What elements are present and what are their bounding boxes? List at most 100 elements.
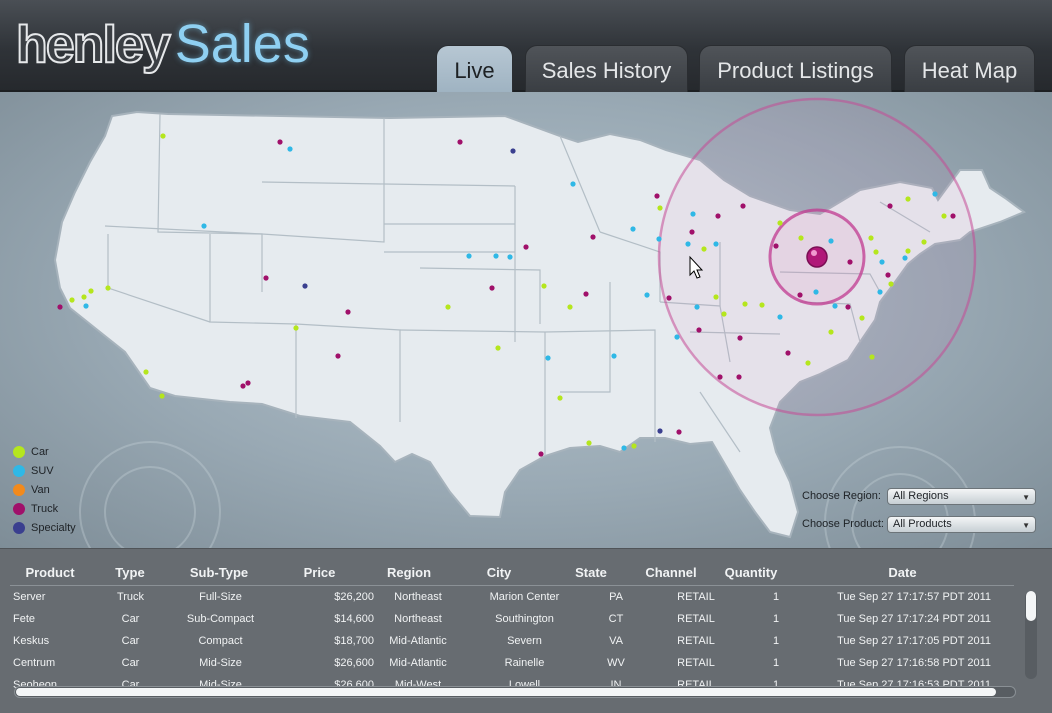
- sale-marker: [557, 395, 563, 401]
- sale-marker: [621, 445, 627, 451]
- live-sales-table: Product Type Sub-Type Price Region City …: [0, 548, 1052, 713]
- cell-quantity: 1: [772, 657, 780, 669]
- legend-item-car: Car: [13, 442, 76, 461]
- product-filter: Choose Product: All Products ▼: [802, 515, 1036, 533]
- cell-region: Northeast: [394, 613, 442, 625]
- cell-channel: RETAIL: [677, 635, 715, 647]
- sales-map-panel: Car SUV Van Truck Specialty Choose Regio…: [0, 92, 1052, 548]
- tab-live[interactable]: Live: [436, 45, 513, 92]
- column-header-type[interactable]: Type: [115, 565, 145, 580]
- table-row[interactable]: Seoheon Car Mid-Size $26,600 Mid-West Lo…: [10, 674, 1014, 689]
- sale-marker: [201, 223, 207, 229]
- vertical-scrollbar[interactable]: [1025, 591, 1037, 679]
- sale-marker: [466, 253, 472, 259]
- cell-state: IN: [610, 679, 622, 689]
- cell-product: Centrum: [13, 657, 56, 669]
- cell-channel: RETAIL: [677, 679, 715, 689]
- chevron-down-icon: ▼: [1022, 492, 1030, 502]
- vehicle-type-legend: Car SUV Van Truck Specialty: [13, 442, 76, 537]
- sale-marker: [713, 241, 719, 247]
- horizontal-scroll-thumb[interactable]: [16, 688, 996, 696]
- cell-city: Severn: [507, 635, 542, 647]
- cell-date: Tue Sep 27 17:16:53 PDT 2011: [837, 679, 991, 689]
- sale-marker: [666, 295, 672, 301]
- sale-marker: [737, 335, 743, 341]
- us-map[interactable]: [0, 92, 1052, 548]
- sale-marker: [701, 246, 707, 252]
- logo-wordmark-henley: henley: [15, 15, 172, 75]
- cell-type: Car: [121, 613, 140, 625]
- sale-marker: [740, 203, 746, 209]
- legend-item-van: Van: [13, 480, 76, 499]
- cell-region: Mid-Atlantic: [389, 657, 447, 669]
- cell-quantity: 1: [772, 679, 780, 689]
- cell-product: Keskus: [13, 635, 50, 647]
- cell-quantity: 1: [772, 613, 780, 625]
- cell-city: Southington: [495, 613, 554, 625]
- sale-marker: [674, 334, 680, 340]
- cell-date: Tue Sep 27 17:16:58 PDT 2011: [837, 657, 991, 669]
- column-header-state[interactable]: State: [575, 565, 607, 580]
- column-header-region[interactable]: Region: [386, 565, 432, 580]
- us-outline: [53, 110, 1027, 539]
- sale-marker: [69, 297, 75, 303]
- column-header-product[interactable]: Product: [25, 565, 75, 580]
- product-select[interactable]: All Products ▼: [887, 515, 1036, 533]
- cell-sub-type: Full-Size: [199, 591, 242, 603]
- tab-product-listings[interactable]: Product Listings: [699, 45, 892, 92]
- cell-channel: RETAIL: [677, 591, 715, 603]
- truck-dot-icon: [13, 502, 25, 515]
- sale-marker: [689, 229, 695, 235]
- cell-type: Car: [121, 657, 140, 669]
- legend-label: Specialty: [31, 521, 76, 534]
- column-header-quantity[interactable]: Quantity: [724, 565, 778, 580]
- sale-marker: [785, 350, 791, 356]
- sale-marker: [656, 236, 662, 242]
- sale-marker: [83, 303, 89, 309]
- column-header-price[interactable]: Price: [303, 565, 336, 580]
- tab-heat-map[interactable]: Heat Map: [904, 45, 1035, 92]
- sale-marker: [742, 301, 748, 307]
- sale-marker: [644, 292, 650, 298]
- sale-marker: [510, 148, 516, 154]
- table-row[interactable]: Centrum Car Mid-Size $26,600 Mid-Atlanti…: [10, 652, 1014, 674]
- sale-marker: [805, 360, 811, 366]
- sale-marker: [828, 329, 834, 335]
- cell-region: Northeast: [394, 591, 442, 603]
- table-row[interactable]: Server Truck Full-Size $26,200 Northeast…: [10, 586, 1014, 608]
- sale-marker: [905, 196, 911, 202]
- legend-item-specialty: Specialty: [13, 518, 76, 537]
- column-header-sub-type[interactable]: Sub-Type: [189, 565, 249, 580]
- horizontal-scrollbar[interactable]: [14, 686, 1016, 698]
- cell-price: $14,600: [334, 613, 374, 625]
- sale-marker: [932, 191, 938, 197]
- cell-sub-type: Sub-Compact: [186, 613, 255, 625]
- suv-dot-icon: [13, 464, 25, 477]
- sale-marker: [847, 259, 853, 265]
- sale-marker: [302, 283, 308, 289]
- table-row[interactable]: Keskus Car Compact $18,700 Mid-Atlantic …: [10, 630, 1014, 652]
- cell-type: Truck: [116, 591, 145, 603]
- sale-marker: [657, 205, 663, 211]
- cell-city: Rainelle: [504, 657, 545, 669]
- column-header-date[interactable]: Date: [888, 565, 917, 580]
- table-row[interactable]: Fete Car Sub-Compact $14,600 Northeast S…: [10, 608, 1014, 630]
- sale-marker: [245, 380, 251, 386]
- vertical-scroll-thumb[interactable]: [1026, 591, 1036, 621]
- sale-marker: [721, 311, 727, 317]
- tab-sales-history[interactable]: Sales History: [525, 45, 688, 92]
- sale-marker: [489, 285, 495, 291]
- sale-marker: [797, 292, 803, 298]
- column-header-channel[interactable]: Channel: [645, 565, 697, 580]
- sale-marker: [240, 383, 246, 389]
- sale-marker: [859, 315, 865, 321]
- column-header-city[interactable]: City: [486, 565, 512, 580]
- sale-marker: [832, 303, 838, 309]
- app-header: henley Sales Live Sales History Product …: [0, 0, 1052, 92]
- legend-item-truck: Truck: [13, 499, 76, 518]
- sale-marker: [798, 235, 804, 241]
- cell-date: Tue Sep 27 17:17:24 PDT 2011: [837, 613, 991, 625]
- sale-marker: [277, 139, 283, 145]
- region-select[interactable]: All Regions ▼: [887, 487, 1036, 505]
- sale-marker: [293, 325, 299, 331]
